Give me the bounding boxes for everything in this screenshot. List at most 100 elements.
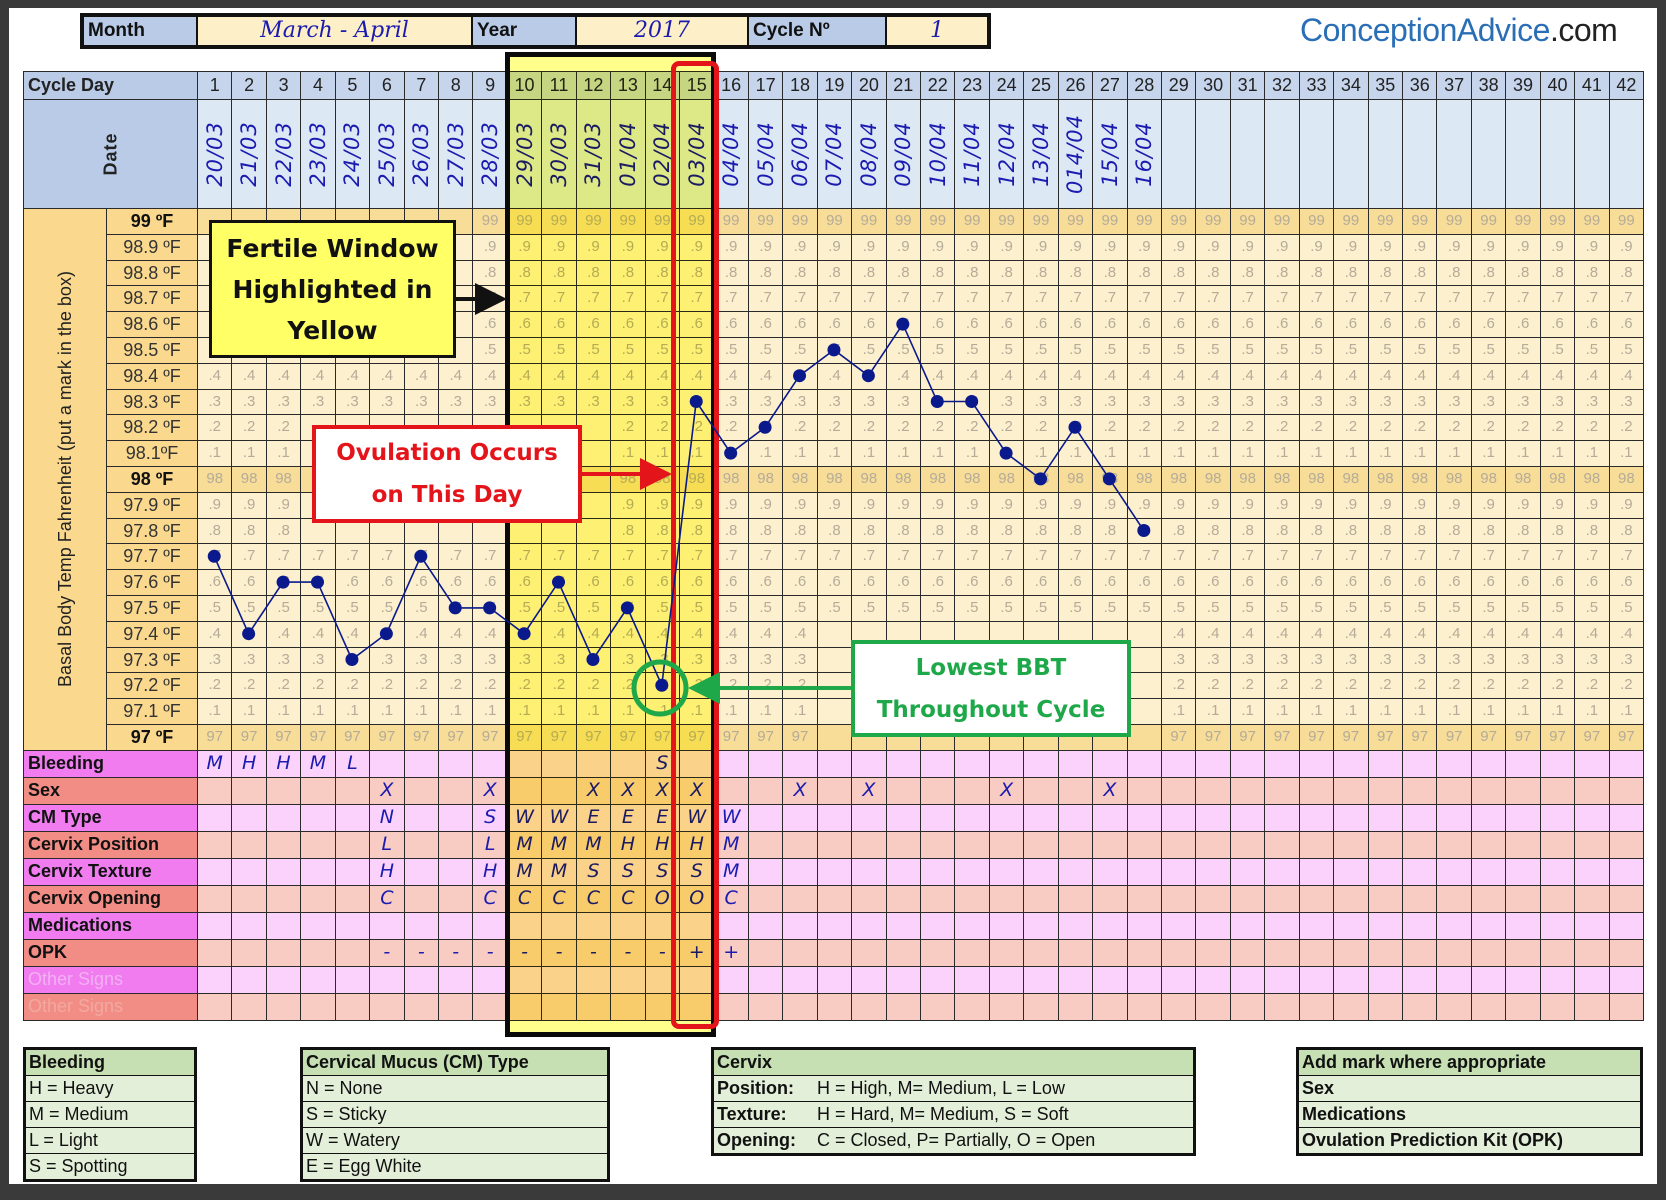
temp-cell[interactable]: .9: [851, 233, 887, 261]
row-cell[interactable]: [403, 992, 439, 1021]
row-cell[interactable]: [369, 749, 405, 778]
row-cell[interactable]: [197, 965, 233, 994]
temp-cell[interactable]: .1: [1298, 440, 1335, 467]
row-cell[interactable]: [1505, 911, 1541, 940]
date-cell[interactable]: 11/04: [954, 99, 990, 209]
row-cell[interactable]: -: [644, 938, 680, 967]
temp-cell[interactable]: [816, 646, 853, 674]
row-cell[interactable]: [403, 911, 439, 940]
temp-cell[interactable]: .9: [1505, 233, 1541, 261]
row-cell[interactable]: [679, 911, 715, 940]
temp-cell[interactable]: .6: [1333, 569, 1369, 596]
row-cell[interactable]: [954, 965, 990, 994]
row-cell[interactable]: [1229, 803, 1266, 832]
temp-cell[interactable]: .4: [713, 362, 749, 390]
temp-cell[interactable]: .8: [1023, 259, 1059, 287]
temp-cell[interactable]: .1: [1539, 698, 1576, 725]
row-cell[interactable]: [1574, 749, 1610, 778]
temp-cell[interactable]: .7: [1470, 543, 1507, 571]
row-cell[interactable]: [851, 938, 887, 967]
temp-cell[interactable]: .2: [1057, 414, 1094, 442]
temp-cell[interactable]: .7: [472, 285, 508, 313]
temp-cell[interactable]: .7: [954, 543, 990, 571]
temp-cell[interactable]: .6: [782, 569, 818, 596]
row-cell[interactable]: [1298, 857, 1335, 886]
temp-cell[interactable]: .9: [1161, 233, 1197, 261]
temp-cell[interactable]: .4: [1402, 362, 1438, 390]
temp-cell[interactable]: 97: [1161, 724, 1197, 751]
row-cell[interactable]: [1298, 992, 1335, 1021]
temp-cell[interactable]: .9: [1539, 491, 1576, 519]
temp-cell[interactable]: .6: [679, 569, 715, 596]
temp-cell[interactable]: .4: [1539, 620, 1576, 648]
row-cell[interactable]: [1539, 857, 1576, 886]
temp-cell[interactable]: .9: [1436, 233, 1472, 261]
date-cell[interactable]: [1161, 99, 1197, 209]
temp-cell[interactable]: .1: [1092, 440, 1128, 467]
temp-cell[interactable]: .2: [920, 414, 956, 442]
temp-cell[interactable]: .2: [713, 672, 749, 700]
temp-cell[interactable]: .7: [816, 543, 853, 571]
temp-cell[interactable]: .3: [575, 646, 612, 674]
temp-cell[interactable]: .6: [920, 569, 956, 596]
row-cell[interactable]: [334, 965, 371, 994]
temp-cell[interactable]: .1: [197, 698, 233, 725]
row-cell[interactable]: [1436, 884, 1472, 913]
row-cell[interactable]: [506, 776, 543, 805]
temp-cell[interactable]: .3: [1264, 388, 1300, 416]
temp-cell[interactable]: .7: [1023, 285, 1059, 313]
row-cell[interactable]: M: [575, 830, 612, 859]
temp-cell[interactable]: 97: [438, 724, 474, 751]
row-cell[interactable]: [885, 911, 922, 940]
row-cell[interactable]: [265, 830, 302, 859]
row-cell[interactable]: X: [575, 776, 612, 805]
temp-cell[interactable]: .7: [988, 543, 1025, 571]
temp-cell[interactable]: 98: [954, 466, 990, 493]
date-cell[interactable]: 06/04: [782, 99, 818, 209]
row-cell[interactable]: [1229, 857, 1266, 886]
temp-cell[interactable]: .8: [816, 259, 853, 287]
row-cell[interactable]: [1402, 776, 1438, 805]
row-cell[interactable]: [1023, 884, 1059, 913]
temp-cell[interactable]: 99: [610, 208, 646, 235]
temp-cell[interactable]: .1: [369, 698, 405, 725]
temp-cell[interactable]: .7: [1264, 285, 1300, 313]
temp-cell[interactable]: .3: [1436, 388, 1472, 416]
date-cell[interactable]: 16/04: [1126, 99, 1163, 209]
temp-cell[interactable]: .3: [265, 388, 302, 416]
row-cell[interactable]: [334, 938, 371, 967]
temp-cell[interactable]: .9: [747, 491, 784, 519]
temp-cell[interactable]: .8: [1608, 517, 1645, 545]
row-cell[interactable]: [403, 965, 439, 994]
temp-cell[interactable]: .1: [231, 698, 267, 725]
temp-cell[interactable]: .5: [1161, 595, 1197, 622]
temp-cell[interactable]: .2: [300, 672, 336, 700]
row-cell[interactable]: [713, 992, 749, 1021]
temp-cell[interactable]: .4: [816, 362, 853, 390]
temp-cell[interactable]: .6: [1608, 311, 1645, 338]
row-cell[interactable]: [1195, 776, 1231, 805]
temp-cell[interactable]: .3: [334, 388, 371, 416]
temp-cell[interactable]: .3: [1333, 388, 1369, 416]
date-cell[interactable]: 15/04: [1092, 99, 1128, 209]
temp-cell[interactable]: .4: [1229, 620, 1266, 648]
temp-cell[interactable]: .2: [1229, 414, 1266, 442]
temp-cell[interactable]: .3: [472, 388, 508, 416]
row-cell[interactable]: [988, 749, 1025, 778]
row-cell[interactable]: [1126, 938, 1163, 967]
temp-cell[interactable]: 98: [644, 466, 680, 493]
temp-cell[interactable]: 99: [713, 208, 749, 235]
temp-cell[interactable]: 98: [1023, 466, 1059, 493]
row-cell[interactable]: O: [644, 884, 680, 913]
temp-cell[interactable]: .7: [885, 543, 922, 571]
temp-cell[interactable]: .5: [1470, 595, 1507, 622]
temp-cell[interactable]: .9: [1402, 233, 1438, 261]
row-cell[interactable]: [920, 911, 956, 940]
year-field[interactable]: 2017: [576, 16, 748, 46]
date-cell[interactable]: 25/03: [369, 99, 405, 209]
temp-cell[interactable]: .6: [1264, 311, 1300, 338]
row-cell[interactable]: X: [1092, 776, 1128, 805]
temp-cell[interactable]: .3: [713, 388, 749, 416]
row-cell[interactable]: [1057, 965, 1094, 994]
temp-cell[interactable]: .2: [1367, 414, 1404, 442]
